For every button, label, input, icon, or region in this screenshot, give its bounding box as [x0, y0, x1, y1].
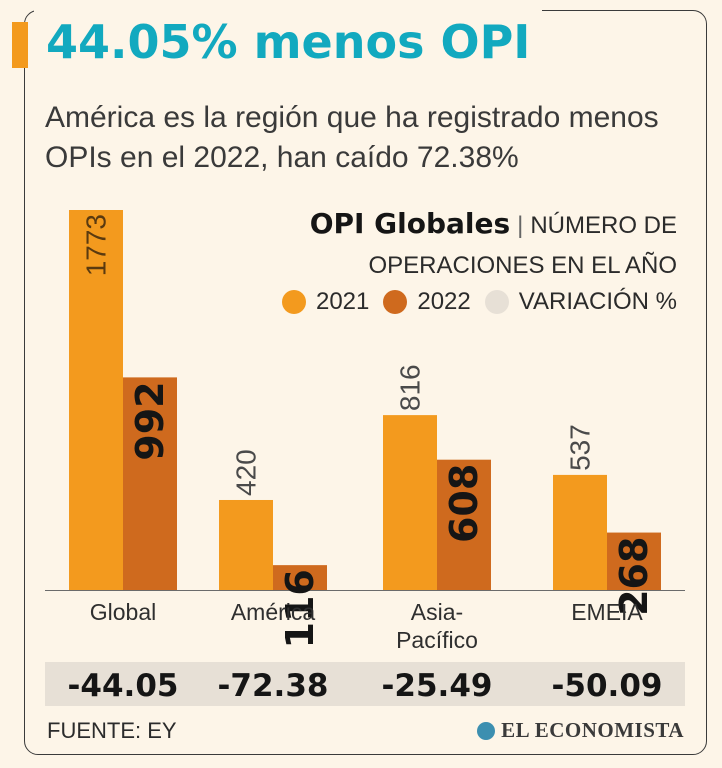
data-label-2021-2: 816: [395, 364, 426, 411]
variation-value-2: -25.49: [382, 668, 493, 704]
data-label-2022-3: 268: [612, 537, 656, 616]
legend: 2021 2022 VARIACIÓN %: [281, 288, 677, 316]
brand-name: EL ECONOMISTA: [501, 718, 684, 742]
legend-dot-2022: [383, 290, 408, 314]
variation-value-0: -44.05: [68, 668, 179, 704]
brand: EL ECONOMISTA: [477, 718, 684, 743]
legend-title-separator: |: [517, 212, 524, 239]
legend-item-2021: 2021: [281, 288, 370, 316]
data-label-2022-0: 992: [128, 381, 172, 460]
bar-2022-0: [123, 377, 177, 590]
category-label-2-line0: Asia-: [411, 599, 463, 625]
legend-label-2021: 2021: [315, 288, 370, 315]
data-label-2021-0: 1773: [81, 214, 112, 276]
brand-logo-icon: [477, 721, 496, 740]
page-title: 44.05% menos OPI: [34, 10, 543, 74]
title-accent-bar: [12, 22, 28, 68]
legend-dot-variation: [484, 290, 509, 314]
data-label-2022-1: 116: [278, 569, 322, 648]
variation-value-3: -50.09: [552, 668, 663, 704]
legend-dot-2021: [281, 290, 306, 314]
bar-2021-0: [69, 210, 123, 590]
bar-2022-1: [273, 565, 327, 590]
legend-title-line1: NÚMERO DE: [530, 212, 677, 239]
legend-item-2022: 2022: [383, 288, 471, 316]
legend-title-line2: OPERACIONES EN EL AÑO: [368, 252, 677, 279]
category-label-3: EMEIA: [571, 599, 643, 625]
bar-2022-2: [437, 459, 491, 590]
category-label-0: Global: [90, 599, 156, 625]
bar-2022-3: [607, 532, 661, 590]
legend-label-2022: 2022: [417, 288, 471, 315]
bar-2021-2: [383, 415, 437, 590]
source-note: FUENTE: EY: [47, 718, 177, 743]
bar-2021-1: [219, 499, 273, 590]
subtitle: América es la región que ha registrado m…: [45, 101, 659, 174]
legend-title: OPI Globales | NÚMERO DE: [310, 204, 677, 246]
legend-title-bold: OPI Globales: [309, 207, 511, 240]
variation-band: [45, 662, 685, 706]
data-label-2021-1: 420: [231, 449, 262, 496]
data-label-2021-3: 537: [565, 424, 596, 471]
category-label-2-line1: Pacífico: [396, 627, 478, 653]
category-label-1: América: [231, 599, 316, 625]
legend-label-variation: VARIACIÓN %: [518, 288, 677, 315]
legend-item-variation: VARIACIÓN %: [484, 288, 677, 316]
bar-2021-3: [553, 474, 607, 590]
data-label-2022-2: 608: [442, 464, 486, 543]
variation-value-1: -72.38: [218, 668, 329, 704]
